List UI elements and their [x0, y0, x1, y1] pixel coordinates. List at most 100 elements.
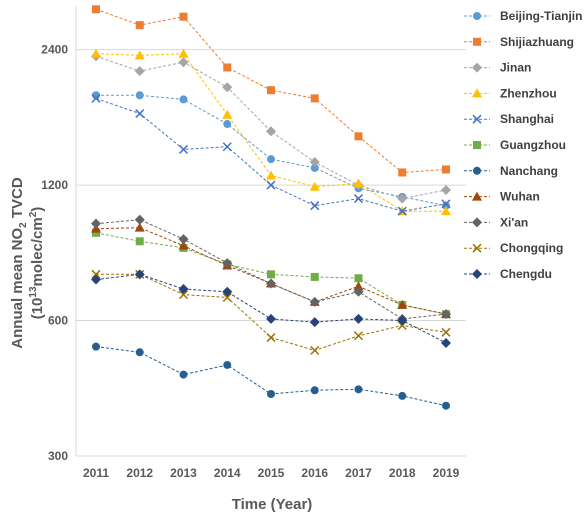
data-point [179, 12, 188, 21]
data-point [398, 168, 407, 177]
data-point [353, 313, 364, 324]
series-group [91, 5, 451, 410]
data-point [135, 109, 145, 119]
data-point [178, 240, 189, 250]
data-point [353, 281, 364, 291]
series-shijiazhuang [92, 5, 450, 177]
data-point [310, 163, 319, 172]
data-point [309, 296, 320, 307]
y-axis-title-line1: Annual mean NO2 TVCD [9, 177, 29, 349]
legend-marker [473, 166, 481, 175]
data-point [178, 144, 189, 154]
y-tick-labels: 300 600 1200 2400 [41, 43, 68, 463]
data-point [223, 120, 232, 129]
legend-item: Shijiazhuang [464, 35, 574, 49]
series-beijing-tianjin [92, 91, 450, 210]
data-point [397, 315, 408, 326]
data-point [91, 274, 101, 285]
data-point [267, 155, 275, 164]
legend-label: Shijiazhuang [500, 35, 574, 49]
x-tick-label: 2018 [389, 466, 416, 480]
data-point [178, 234, 189, 245]
x-tick-label: 2017 [345, 466, 372, 480]
data-point [222, 142, 232, 152]
series-line [95, 55, 447, 200]
x-tick-label: 2012 [126, 466, 153, 480]
legend-marker [472, 217, 482, 228]
data-point [135, 91, 144, 100]
x-tick-label: 2015 [258, 466, 285, 480]
x-tick-label: 2013 [170, 466, 197, 480]
legend-marker [473, 37, 481, 46]
data-point [92, 228, 100, 237]
y-tick-label: 300 [48, 449, 68, 463]
legend-label: Shanghai [500, 112, 554, 126]
data-point [397, 206, 407, 216]
data-point [222, 286, 233, 297]
data-point [310, 94, 319, 103]
data-point [398, 391, 407, 400]
data-point [222, 258, 233, 269]
x-tick-label: 2019 [433, 466, 460, 480]
y-tick-label: 600 [48, 314, 68, 328]
series-line [95, 219, 447, 320]
legend-label: Chongqing [500, 241, 563, 255]
legend-item: Chengdu [464, 267, 552, 281]
legend-label: Beijing-Tianjin [500, 9, 582, 23]
data-point [397, 299, 408, 309]
data-point [223, 63, 232, 72]
data-point [266, 180, 276, 190]
data-point [310, 386, 319, 395]
data-point [353, 178, 364, 188]
data-point [354, 274, 363, 283]
series-guangzhou [92, 228, 450, 319]
legend-label: Xi'an [500, 215, 528, 229]
data-point [266, 278, 276, 289]
data-point [442, 401, 450, 410]
legend-item: Shanghai [464, 112, 554, 126]
x-axis-title: Time (Year) [232, 496, 313, 513]
series-line [96, 94, 447, 207]
data-point [178, 284, 189, 295]
x-tick-label: 2011 [83, 466, 109, 480]
data-point [91, 269, 101, 279]
data-point [135, 237, 144, 246]
data-point [441, 185, 451, 196]
data-point [397, 193, 408, 204]
y-axis-title: Annual mean NO2 TVCD (1013molec/cm2) [9, 177, 46, 349]
data-point [134, 66, 145, 77]
data-point [309, 157, 320, 168]
data-point [309, 317, 320, 328]
data-point [134, 50, 145, 60]
data-point [223, 360, 232, 369]
data-point [441, 309, 451, 320]
data-point [266, 126, 276, 137]
y-tick-label: 1200 [41, 178, 68, 192]
data-point [134, 214, 145, 225]
data-point [354, 132, 363, 141]
data-point [353, 194, 364, 204]
data-point [178, 48, 189, 58]
legend-item: Guangzhou [464, 138, 566, 152]
data-point [441, 337, 451, 348]
data-point [353, 331, 364, 341]
data-point [222, 292, 232, 303]
x-tick-labels: 2011 2012 2013 2014 2015 2016 2017 2018 2019 [83, 466, 460, 480]
legend-marker [472, 62, 482, 73]
data-point [310, 345, 320, 355]
data-point [222, 82, 233, 93]
legend-item: Beijing-Tianjin [464, 9, 582, 23]
series-chongqing [91, 269, 451, 355]
data-point [92, 5, 100, 14]
data-point [266, 333, 276, 343]
data-point [266, 313, 276, 324]
legend-label: Jinan [500, 61, 531, 75]
data-point [135, 21, 144, 30]
data-point [441, 199, 451, 209]
data-point [91, 218, 101, 229]
legend-marker [472, 88, 482, 98]
data-point [442, 165, 450, 174]
data-point [353, 286, 364, 297]
data-point [91, 48, 101, 58]
series-nanchang [92, 342, 450, 410]
